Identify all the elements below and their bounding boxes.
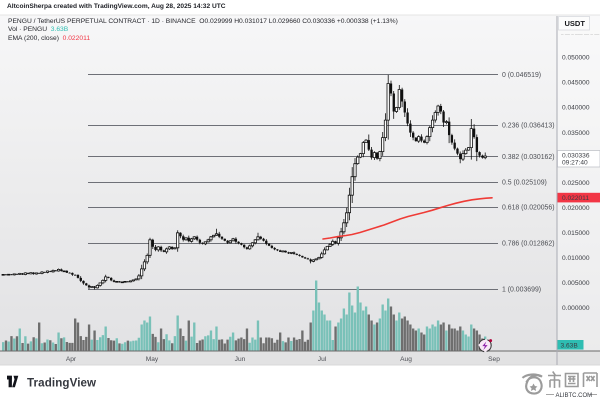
svg-text:1 (0.003699): 1 (0.003699) — [502, 287, 541, 294]
svg-text:0.020000: 0.020000 — [562, 205, 590, 212]
svg-text:Aug: Aug — [400, 356, 412, 363]
svg-text:0.050000: 0.050000 — [562, 55, 590, 62]
svg-text:Jun: Jun — [235, 356, 246, 363]
svg-text:0.786 (0.012862): 0.786 (0.012862) — [502, 241, 555, 248]
svg-text:0.005000: 0.005000 — [562, 280, 590, 287]
svg-text:Sep: Sep — [488, 356, 500, 363]
svg-text:May: May — [146, 356, 159, 363]
svg-text:0 (0.046519): 0 (0.046519) — [502, 72, 541, 79]
svg-text:0.030336: 0.030336 — [562, 153, 590, 160]
svg-text:Apr: Apr — [66, 356, 77, 363]
svg-text:0.045000: 0.045000 — [562, 80, 590, 87]
svg-text:0.5 (0.025109): 0.5 (0.025109) — [502, 179, 547, 186]
svg-text:TradingView: TradingView — [27, 377, 97, 390]
svg-text:0.010000: 0.010000 — [562, 255, 590, 262]
svg-text:3.63B: 3.63B — [561, 342, 579, 349]
svg-text:0.025000: 0.025000 — [562, 180, 590, 187]
svg-text:Jul: Jul — [318, 356, 327, 363]
svg-text:0.015000: 0.015000 — [562, 230, 590, 237]
svg-text:0.618 (0.020056): 0.618 (0.020056) — [502, 205, 555, 212]
svg-text:0.000000: 0.000000 — [562, 305, 590, 312]
svg-text:0.382 (0.030162): 0.382 (0.030162) — [502, 154, 555, 161]
svg-text:0.035000: 0.035000 — [562, 130, 590, 137]
svg-text:USDT: USDT — [565, 19, 586, 28]
svg-text:0.022011: 0.022011 — [562, 195, 589, 202]
svg-text:– –– – ––– –– – ––: – –– – ––– –– – –– — [561, 32, 600, 37]
svg-text:ALIBTC.COM: ALIBTC.COM — [556, 393, 593, 399]
svg-text:0.040000: 0.040000 — [562, 105, 590, 112]
svg-text:0.236 (0.036413): 0.236 (0.036413) — [502, 123, 555, 130]
svg-text:09:27:40: 09:27:40 — [562, 160, 588, 167]
